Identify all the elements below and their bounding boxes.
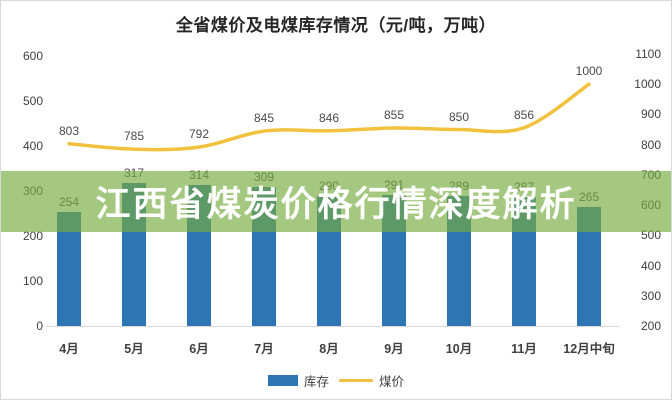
left-axis-tick: 0 bbox=[36, 319, 43, 333]
line-value-label: 785 bbox=[123, 129, 145, 144]
left-axis-tick: 400 bbox=[22, 139, 43, 153]
right-axis-tick: 1000 bbox=[634, 77, 661, 92]
category-label: 6月 bbox=[189, 342, 209, 356]
chart-title: 全省煤价及电煤库存情况（元/吨，万吨） bbox=[175, 16, 497, 35]
legend: 库存 煤价 bbox=[1, 371, 671, 390]
left-axis-tick: 500 bbox=[22, 94, 43, 108]
price-line-swatch bbox=[339, 378, 373, 383]
right-axis-tick: 900 bbox=[640, 107, 661, 122]
legend-item-price: 煤价 bbox=[339, 371, 404, 390]
category-label: 4月 bbox=[59, 342, 79, 356]
line-value-label: 792 bbox=[188, 127, 210, 142]
right-axis-tick: 400 bbox=[640, 258, 661, 273]
left-axis-tick: 600 bbox=[22, 49, 43, 63]
category-label: 7月 bbox=[254, 342, 274, 356]
overlay-banner: 江西省煤炭价格行情深度解析 bbox=[1, 171, 671, 232]
category-label: 9月 bbox=[384, 342, 404, 356]
right-axis-tick: 300 bbox=[640, 288, 661, 303]
legend-label-inventory: 库存 bbox=[303, 375, 329, 389]
right-axis-tick: 500 bbox=[640, 228, 661, 243]
legend-item-inventory: 库存 bbox=[267, 371, 329, 390]
line-value-label: 846 bbox=[318, 110, 340, 125]
right-axis-tick: 200 bbox=[640, 319, 661, 333]
category-label: 5月 bbox=[124, 342, 144, 356]
legend-label-price: 煤价 bbox=[379, 375, 405, 389]
category-label: 10月 bbox=[445, 342, 473, 356]
line-value-label: 855 bbox=[383, 108, 405, 123]
category-label: 11月 bbox=[511, 342, 537, 356]
x-axis-line bbox=[46, 326, 620, 327]
right-axis-tick: 800 bbox=[640, 137, 661, 152]
line-value-label: 845 bbox=[253, 111, 275, 126]
left-axis-tick: 100 bbox=[22, 274, 43, 288]
category-label: 12月中旬 bbox=[563, 342, 615, 356]
line-value-label: 1000 bbox=[575, 64, 603, 79]
line-value-label: 856 bbox=[513, 107, 535, 122]
line-value-label: 803 bbox=[58, 123, 80, 138]
left-axis-tick: 200 bbox=[22, 229, 43, 243]
line-value-label: 850 bbox=[448, 109, 470, 124]
right-axis-tick: 1100 bbox=[635, 47, 661, 61]
banner-title: 江西省煤炭价格行情深度解析 bbox=[95, 185, 577, 224]
inventory-bar-swatch bbox=[267, 375, 298, 386]
category-label: 8月 bbox=[319, 342, 339, 356]
